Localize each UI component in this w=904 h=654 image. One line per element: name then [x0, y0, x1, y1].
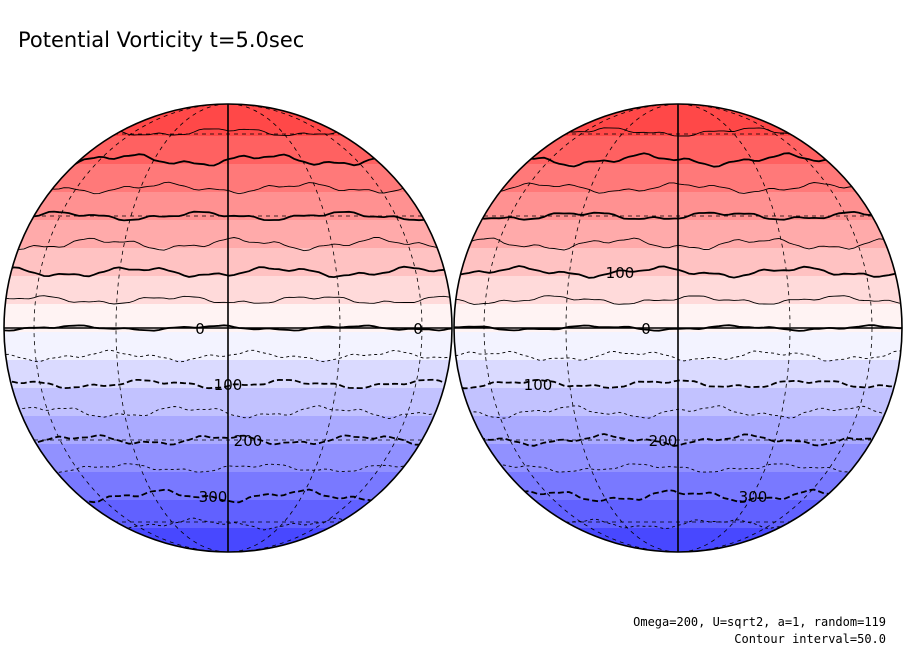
globe-right: 100 0 100 200 300 — [453, 103, 903, 553]
globe-outline-left — [3, 103, 453, 553]
contour-left-7 — [4, 349, 452, 363]
contour-label-right-3: 200 — [649, 432, 678, 450]
pv-band-right-15 — [454, 104, 902, 136]
contour-label-right-2: 100 — [524, 376, 553, 394]
contour-right-5 — [454, 405, 902, 419]
contour-right-13 — [454, 182, 902, 194]
contour-right-10 — [454, 265, 902, 279]
chart-title: Potential Vorticity t=5.0sec — [18, 28, 304, 52]
footnote-parameters: Omega=200, U=sqrt2, a=1, random=119 — [633, 615, 886, 629]
contour-right-6 — [454, 378, 902, 390]
contour-label-left-1: 0 — [413, 320, 423, 338]
contour-left-9 — [4, 295, 452, 305]
contour-right-4 — [454, 433, 902, 447]
globe-outline-right — [453, 103, 903, 553]
contour-right-9 — [454, 295, 902, 305]
contour-left-10 — [4, 265, 452, 279]
contour-right-12 — [454, 210, 902, 221]
contour-left-4 — [4, 434, 452, 447]
contour-label-right-0: 100 — [606, 264, 635, 282]
label-layer-right: 100 0 100 200 300 — [524, 264, 768, 506]
contour-left-8 — [4, 324, 452, 332]
contour-left-3 — [4, 463, 452, 474]
contour-right-8 — [454, 324, 902, 332]
contour-left-5 — [4, 404, 452, 420]
contour-left-12 — [4, 210, 452, 222]
globe-left: 0 0 100 200 300 — [3, 103, 453, 553]
contour-label-left-2: 100 — [214, 376, 243, 394]
contour-label-left-3: 200 — [234, 432, 263, 450]
contour-label-right-1: 0 — [641, 320, 651, 338]
contour-right-3 — [454, 463, 902, 473]
contour-left-13 — [4, 181, 452, 195]
contour-label-left-0: 0 — [195, 320, 205, 338]
contour-layer-left — [4, 127, 452, 531]
contour-left-6 — [4, 378, 452, 390]
contour-right-11 — [454, 237, 902, 251]
contour-left-11 — [4, 236, 452, 252]
label-layer-left: 0 0 100 200 300 — [195, 320, 423, 506]
contour-label-right-4: 300 — [739, 488, 768, 506]
contour-right-7 — [454, 350, 902, 362]
footnote-contour-interval: Contour interval=50.0 — [734, 632, 886, 646]
contour-label-left-4: 300 — [199, 488, 228, 506]
